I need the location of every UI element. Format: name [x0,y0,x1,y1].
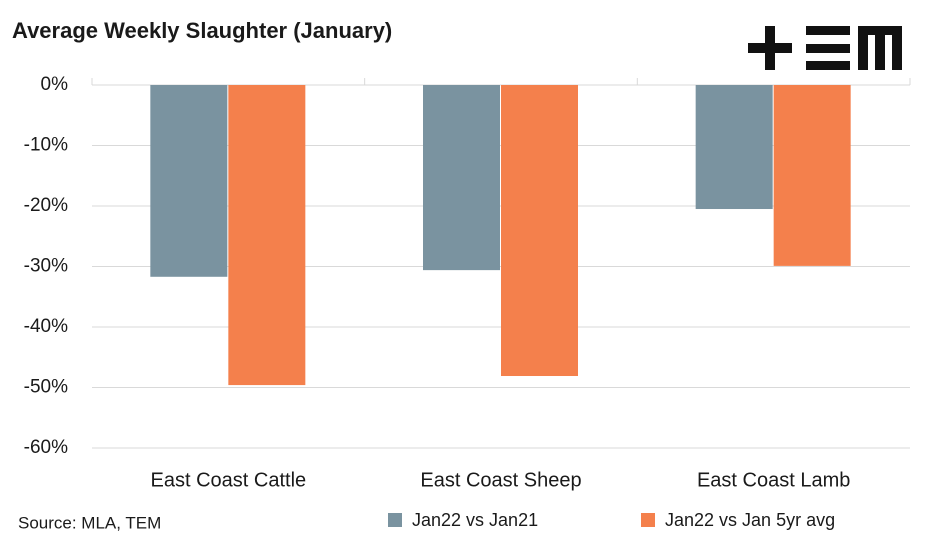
chart-title: Average Weekly Slaughter (January) [12,18,392,43]
x-tick-label: East Coast Cattle [151,469,307,491]
y-tick-label: -50% [24,377,68,398]
y-tick-label: -30% [24,256,68,277]
x-tick-label: East Coast Sheep [420,469,581,491]
source: Source: MLA, TEM [18,513,161,532]
y-tick-label: -60% [24,437,68,458]
y-tick-label: -40% [24,316,68,337]
bar [423,85,500,271]
bar [150,85,228,277]
legend-swatch [641,513,655,527]
y-tick-label: -20% [24,195,68,216]
bar [773,85,851,266]
bar [695,85,773,210]
y-tick-label: 0% [41,74,69,95]
legend-label: Jan22 vs Jan 5yr avg [665,510,835,530]
legend-label: Jan22 vs Jan21 [412,510,538,530]
y-tick-label: -10% [24,135,68,156]
x-tick-label: East Coast Lamb [697,469,850,491]
bar [228,85,306,386]
logo [748,26,902,70]
bar [501,85,578,377]
legend-swatch [388,513,402,527]
